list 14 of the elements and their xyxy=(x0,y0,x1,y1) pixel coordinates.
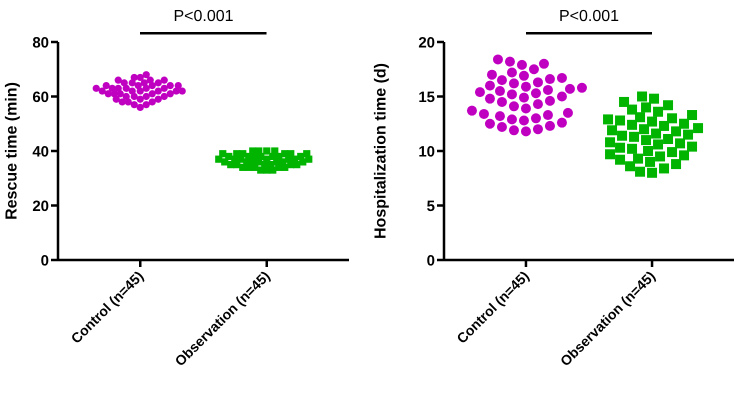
y-tick-label: 0 xyxy=(40,252,49,270)
y-tick-label: 0 xyxy=(426,252,435,270)
y-tick-label: 10 xyxy=(418,143,435,160)
y-tick-label: 5 xyxy=(426,198,435,215)
y-tick-label: 80 xyxy=(32,34,49,52)
y-axis-title: Hospitalization time (d) xyxy=(372,63,390,239)
y-tick-label: 40 xyxy=(32,143,49,160)
y-tick-label: 20 xyxy=(418,34,435,52)
y-tick-label: 20 xyxy=(32,198,49,215)
text: P<0.001 xyxy=(172,8,235,26)
text: P<0.001 xyxy=(558,8,620,26)
y-axis-title: Rescue time (min) xyxy=(4,82,20,220)
y-tick-label: 15 xyxy=(418,88,435,106)
y-tick-label: 60 xyxy=(32,88,49,106)
